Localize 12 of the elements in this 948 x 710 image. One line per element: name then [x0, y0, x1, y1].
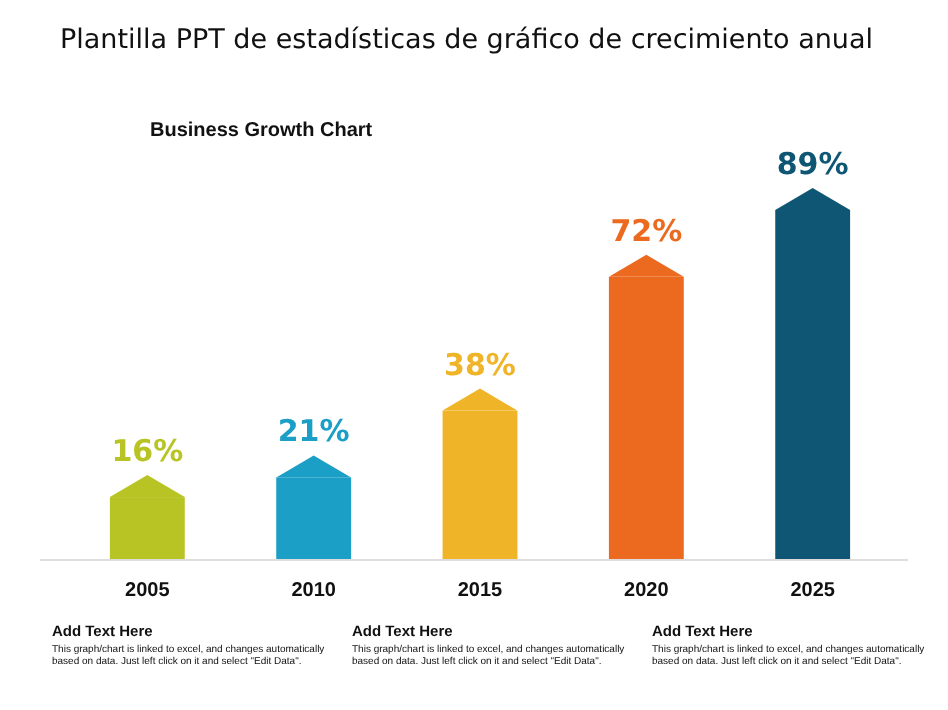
- data-label: 21%: [277, 413, 350, 450]
- data-label: 38%: [444, 346, 516, 383]
- data-label: 16%: [111, 433, 184, 470]
- data-label: 72%: [610, 212, 683, 249]
- x-tick-label: 2015: [457, 580, 504, 602]
- data-label: 89%: [776, 146, 849, 182]
- x-tick-label: 2025: [790, 580, 836, 602]
- x-tick-label: 2020: [624, 580, 670, 602]
- chart-subtitle: Business Growth Chart: [150, 120, 374, 142]
- chart-title: Plantilla PPT de estadísticas de gráfico de crecimiento anual: [60, 24, 874, 56]
- x-tick-label: 2010: [291, 580, 337, 602]
- x-tick-label: 2005: [125, 580, 171, 602]
